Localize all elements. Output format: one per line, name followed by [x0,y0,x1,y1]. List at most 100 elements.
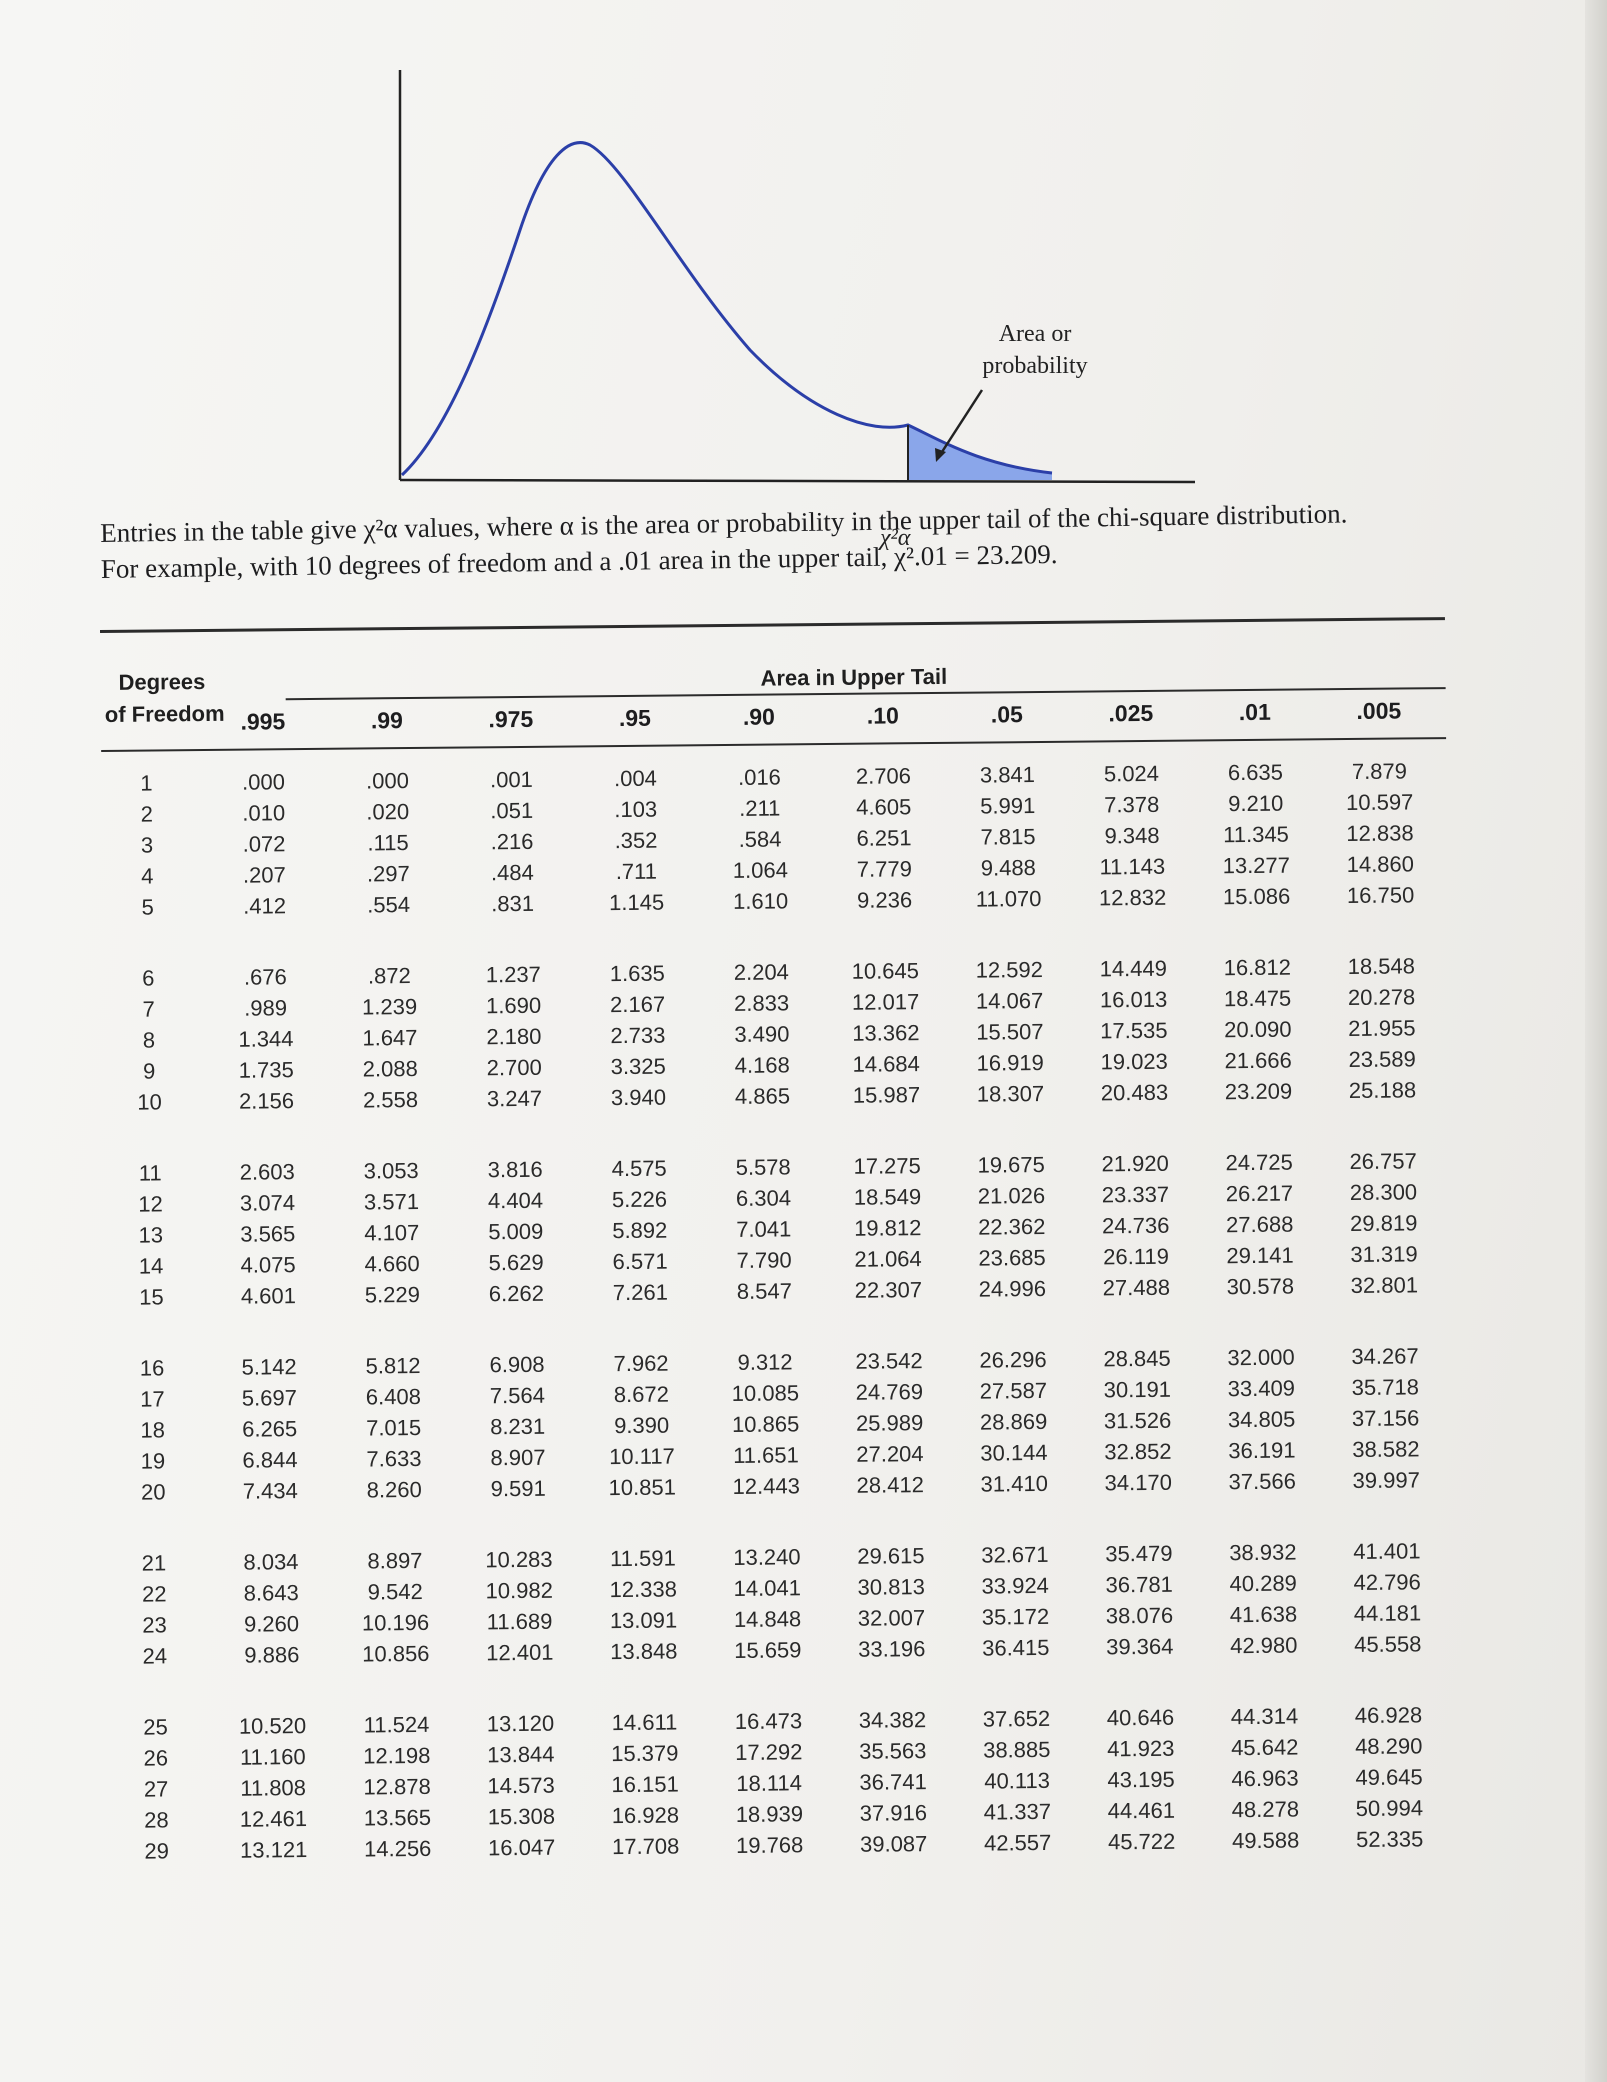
table-cell: 48.290 [1354,1733,1423,1760]
df-cell: 9 [142,1058,156,1084]
table-cell: 3.571 [363,1188,420,1215]
table-cell: 7.815 [980,824,1036,850]
table-cell: 18.475 [1223,985,1292,1012]
table-cell: 7.041 [736,1216,792,1242]
table-cell: 37.566 [1228,1468,1296,1495]
table-cell: .016 [737,764,781,790]
table-cell: 8.260 [366,1476,422,1503]
table-cell: 5.009 [488,1218,544,1245]
table-cell: 2.833 [733,990,790,1016]
df-cell: 5 [141,894,154,920]
table-cell: 6.251 [856,825,912,851]
table-cell: 14.449 [1099,955,1168,982]
table-cell: 2.167 [609,991,666,1018]
table-cell: 36.781 [1105,1571,1173,1598]
chi-square-curve-plot [398,70,1196,484]
table-cell: 9.886 [244,1642,300,1668]
table-cell: 30.578 [1226,1273,1295,1300]
table-cell: 26.757 [1349,1148,1417,1175]
table-cell: 12.878 [363,1773,431,1800]
table-cell: 33.196 [858,1636,926,1662]
table-cell: 1.635 [609,960,665,987]
table-cell: 20.483 [1100,1079,1169,1106]
table-cell: 12.198 [363,1742,431,1769]
df-cell: 3 [140,832,154,858]
table-cell: 16.928 [611,1802,680,1829]
table-cell: 8.643 [243,1580,299,1606]
table-cell: 7.564 [489,1382,546,1409]
table-cell: 17.292 [735,1739,803,1765]
table-cell: 17.275 [853,1153,921,1179]
table-cell: 41.401 [1353,1538,1421,1565]
table-cell: 27.688 [1225,1211,1294,1238]
table-cell: 14.611 [611,1709,678,1736]
table-cell: 39.087 [859,1831,928,1857]
table-cell: 48.278 [1231,1796,1300,1823]
table-cell: 23.542 [855,1348,923,1374]
table-cell: .010 [242,800,286,826]
df-cell: 1 [140,770,153,796]
column-header: .99 [370,707,403,734]
table-cell: 2.700 [486,1054,542,1081]
header-bottom-rule [101,737,1447,752]
table-cell: 35.479 [1105,1540,1173,1567]
table-cell: 23.589 [1348,1046,1416,1073]
table-cell: 6.908 [489,1351,545,1378]
table-cell: 5.697 [241,1385,298,1411]
df-cell: 12 [138,1191,163,1217]
table-cell: 32.007 [857,1605,926,1631]
table-cell: 6.262 [488,1280,545,1307]
table-cell: 31.410 [980,1470,1048,1497]
df-cell: 23 [142,1612,167,1638]
table-cell: 5.892 [612,1217,668,1244]
table-cell: 36.741 [859,1769,927,1795]
table-cell: 1.610 [732,888,789,914]
table-cell: 10.597 [1345,789,1414,816]
table-cell: 28.300 [1349,1179,1418,1206]
table-cell: 50.994 [1355,1795,1424,1821]
table-cell: .000 [365,768,409,794]
table-cell: 43.195 [1107,1766,1175,1793]
table-cell: .352 [614,827,658,854]
table-cell: 29.141 [1226,1242,1294,1269]
table-cell: 8.897 [367,1547,423,1574]
table-cell: 39.997 [1352,1467,1420,1494]
table-cell: 49.588 [1231,1827,1300,1854]
table-cell: 10.856 [362,1640,430,1667]
table-cell: 38.885 [983,1736,1051,1763]
table-cell: 41.923 [1107,1735,1175,1762]
table-cell: 2.088 [362,1055,418,1082]
table-cell: 19.812 [854,1215,922,1241]
table-cell: .020 [366,799,410,825]
df-cell: 4 [141,863,154,889]
table-cell: .831 [491,890,535,917]
table-cell: .051 [490,797,534,824]
table-cell: 23.685 [978,1244,1046,1271]
table-cell: 28.412 [856,1472,925,1498]
table-cell: 2.204 [733,959,789,985]
table-cell: 12.592 [975,956,1044,983]
table-cell: 4.404 [487,1187,544,1214]
table-cell: 18.548 [1347,953,1416,980]
table-cell: 12.461 [239,1806,308,1832]
table-cell: .412 [243,893,287,919]
table-cell: 29.819 [1349,1210,1418,1237]
table-cell: 30.144 [980,1439,1048,1466]
table-cell: 17.535 [1100,1017,1168,1044]
table-cell: 12.401 [486,1639,554,1666]
table-cell: 3.490 [734,1021,790,1047]
table-cell: 40.113 [984,1767,1051,1794]
table-cell: .676 [243,964,287,990]
table-cell: 17.708 [611,1833,680,1860]
table-cell: 16.750 [1346,882,1415,909]
table-cell: 32.801 [1350,1272,1419,1299]
df-cell: 22 [141,1581,167,1607]
table-cell: 34.170 [1104,1469,1172,1496]
table-cell: 38.582 [1352,1436,1420,1463]
table-cell: 13.121 [239,1837,308,1863]
table-cell: 27.587 [979,1377,1048,1404]
table-cell: 18.939 [735,1801,804,1827]
table-cell: 9.488 [980,855,1036,881]
table-cell: 25.989 [855,1410,924,1436]
table-cell: 4.605 [856,794,912,820]
